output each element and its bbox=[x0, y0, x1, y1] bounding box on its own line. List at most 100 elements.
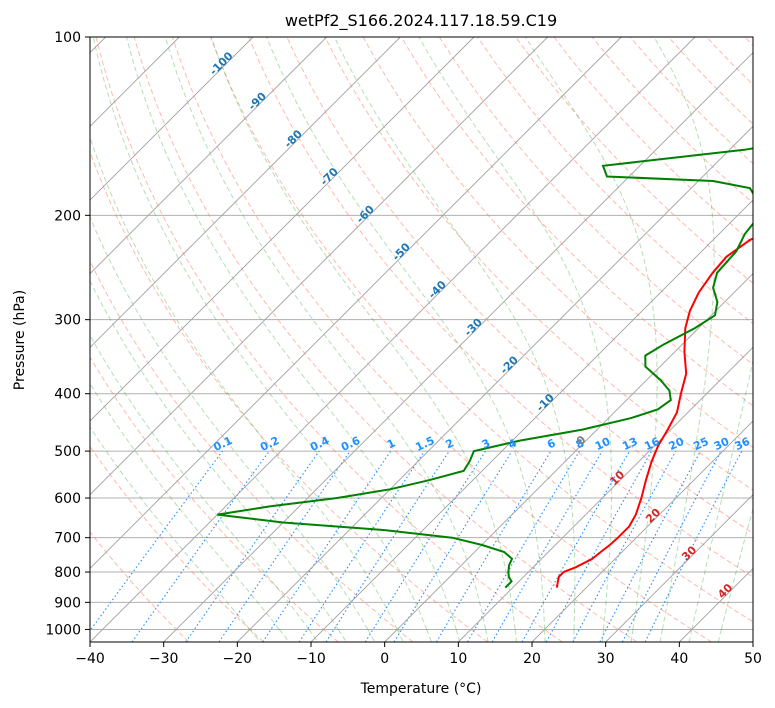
mixing-ratio-line bbox=[298, 450, 425, 642]
isotherm-label: 40 bbox=[715, 581, 735, 601]
mixing-ratio-label: 30 bbox=[712, 435, 732, 453]
mixing-ratio-line bbox=[90, 450, 223, 632]
dry-adiabat bbox=[744, 37, 753, 47]
moist-adiabat bbox=[90, 382, 290, 642]
moist-adiabat bbox=[717, 506, 753, 642]
dry-adiabats bbox=[90, 37, 753, 642]
x-tick-label: −20 bbox=[223, 651, 253, 667]
moist-adiabat bbox=[266, 37, 546, 642]
moist-adiabat bbox=[524, 37, 658, 642]
moist-adiabat bbox=[333, 37, 576, 642]
isotherm-label: -60 bbox=[354, 203, 377, 226]
mixing-ratio-line bbox=[435, 450, 552, 642]
x-tick-label: 0 bbox=[380, 651, 389, 667]
isotherm-line bbox=[458, 346, 753, 642]
y-tick-label: 1000 bbox=[45, 622, 81, 638]
moist-adiabat bbox=[164, 37, 489, 642]
dry-adiabat bbox=[90, 150, 488, 642]
moist-adiabat bbox=[90, 279, 347, 642]
dry-adiabat bbox=[210, 37, 753, 623]
mixing-ratio-label: 1 bbox=[385, 436, 397, 451]
mixing-ratio-label: 16 bbox=[642, 435, 662, 453]
isotherm-label: -100 bbox=[207, 49, 236, 78]
mixing-ratio-label: 4 bbox=[506, 436, 519, 451]
x-tick-label: 10 bbox=[449, 651, 467, 667]
x-tick-label: 50 bbox=[744, 651, 762, 667]
isotherm-label: -50 bbox=[390, 240, 413, 263]
moist-adiabat bbox=[90, 426, 261, 642]
mixing-ratio-label: 13 bbox=[620, 435, 639, 453]
isotherm-label: -20 bbox=[498, 353, 521, 376]
isotherm-line bbox=[163, 52, 753, 642]
mixing-ratio-line bbox=[621, 450, 722, 642]
isotherm-label: -10 bbox=[534, 391, 557, 414]
y-tick-label: 900 bbox=[54, 595, 81, 611]
moist-adiabats bbox=[90, 37, 753, 642]
mixing-ratio-line bbox=[131, 450, 270, 642]
dry-adiabat bbox=[400, 37, 753, 407]
dry-adiabat bbox=[133, 37, 638, 642]
moist-adiabat bbox=[418, 37, 613, 642]
y-tick-label: 500 bbox=[54, 444, 81, 460]
mixing-ratio-label: 36 bbox=[733, 435, 753, 453]
moist-adiabat bbox=[90, 135, 404, 642]
mixing-ratio-line bbox=[521, 450, 630, 642]
isotherm-line bbox=[310, 199, 753, 642]
y-tick-label: 400 bbox=[54, 387, 81, 403]
y-tick-label: 700 bbox=[54, 531, 81, 547]
mixing-ratio-label: 20 bbox=[667, 435, 687, 453]
isotherm-label: 20 bbox=[643, 506, 663, 526]
isotherm-label: -30 bbox=[462, 316, 485, 339]
plot-frame bbox=[89, 36, 754, 643]
mixing-ratio-label: 25 bbox=[691, 435, 710, 453]
mixing-ratio-label: 10 bbox=[593, 435, 613, 453]
profile-series bbox=[217, 147, 753, 589]
x-axis-title: Temperature (°C) bbox=[360, 681, 482, 697]
x-tick-label: −10 bbox=[296, 651, 326, 667]
dry-adiabat bbox=[515, 37, 753, 284]
isotherms bbox=[90, 37, 753, 642]
y-axis-title: Pressure (hPa) bbox=[12, 290, 28, 390]
dry-adiabat bbox=[90, 259, 414, 642]
isotherm-line bbox=[90, 37, 696, 642]
dry-adiabat bbox=[438, 37, 753, 366]
moist-adiabat bbox=[126, 37, 461, 642]
axes: −40 −30 −20 −10 0 10 20 30 40 50 100 200 300 400 500 60… bbox=[45, 30, 762, 667]
y-tick-label: 600 bbox=[54, 491, 81, 507]
mixing-ratio-line bbox=[572, 450, 677, 642]
dry-adiabat bbox=[706, 37, 753, 86]
isotherm-label: -80 bbox=[282, 127, 305, 150]
dry-adiabat bbox=[90, 531, 190, 642]
y-tick-label: 100 bbox=[54, 30, 81, 46]
isotherm-label: 30 bbox=[679, 543, 699, 563]
isotherm-line bbox=[237, 125, 753, 642]
temperature-profile bbox=[555, 237, 753, 588]
moist-adiabat bbox=[90, 334, 319, 642]
isotherm-label: -70 bbox=[318, 165, 341, 188]
dry-adiabat bbox=[90, 445, 264, 642]
isotherm-line bbox=[90, 37, 548, 496]
moist-adiabat bbox=[688, 358, 753, 642]
mixing-ratio-line bbox=[218, 450, 351, 642]
mixing-ratio-lines bbox=[90, 450, 743, 642]
mixing-ratio-line bbox=[644, 450, 743, 642]
y-tick-label: 800 bbox=[54, 565, 81, 581]
x-tick-label: −40 bbox=[75, 651, 105, 667]
grid-layer bbox=[90, 37, 753, 630]
isotherm-line bbox=[90, 37, 327, 275]
isotherm-line bbox=[531, 420, 753, 642]
mixing-ratio-line bbox=[545, 450, 653, 642]
isotherm-line bbox=[90, 37, 254, 201]
moist-adiabat bbox=[90, 215, 376, 642]
isotherm-line bbox=[90, 37, 401, 348]
isotherm-line bbox=[752, 641, 753, 642]
dry-adiabat bbox=[248, 37, 753, 578]
isotherm-line bbox=[90, 37, 475, 422]
dry-adiabat bbox=[171, 37, 712, 642]
y-tick-label: 300 bbox=[54, 313, 81, 329]
y-tick-label: 200 bbox=[54, 208, 81, 224]
isotherm-label: -40 bbox=[426, 278, 449, 301]
dry-adiabat bbox=[324, 37, 753, 491]
isotherm-label: -90 bbox=[246, 89, 269, 112]
x-tick-label: −30 bbox=[149, 651, 179, 667]
